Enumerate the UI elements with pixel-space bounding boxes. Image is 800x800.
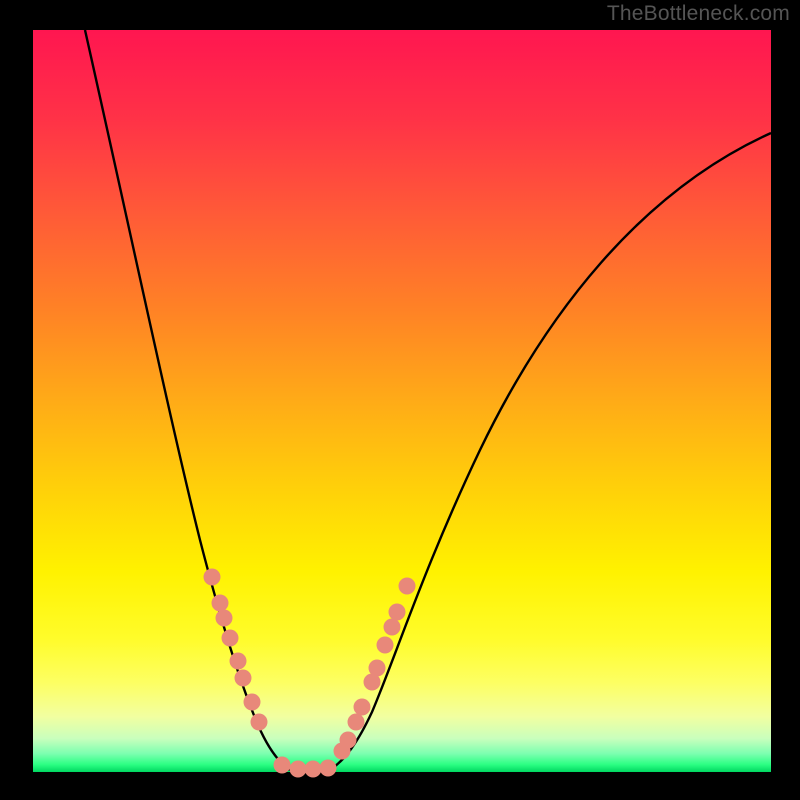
data-marker <box>222 630 239 647</box>
data-marker <box>274 757 291 774</box>
data-marker <box>244 694 261 711</box>
data-marker <box>216 610 233 627</box>
data-marker <box>399 578 416 595</box>
data-marker <box>320 760 337 777</box>
data-marker <box>290 761 307 778</box>
watermark-text: TheBottleneck.com <box>607 2 790 26</box>
data-marker <box>384 619 401 636</box>
data-marker <box>204 569 221 586</box>
data-marker <box>348 714 365 731</box>
data-marker <box>235 670 252 687</box>
data-marker <box>354 699 371 716</box>
data-marker <box>212 595 229 612</box>
data-marker <box>369 660 386 677</box>
data-marker <box>251 714 268 731</box>
data-marker <box>230 653 247 670</box>
data-marker <box>305 761 322 778</box>
plot-background <box>33 30 771 772</box>
chart-container: TheBottleneck.com <box>0 0 800 800</box>
data-marker <box>389 604 406 621</box>
bottleneck-chart <box>0 0 800 800</box>
data-marker <box>377 637 394 654</box>
data-marker <box>340 732 357 749</box>
